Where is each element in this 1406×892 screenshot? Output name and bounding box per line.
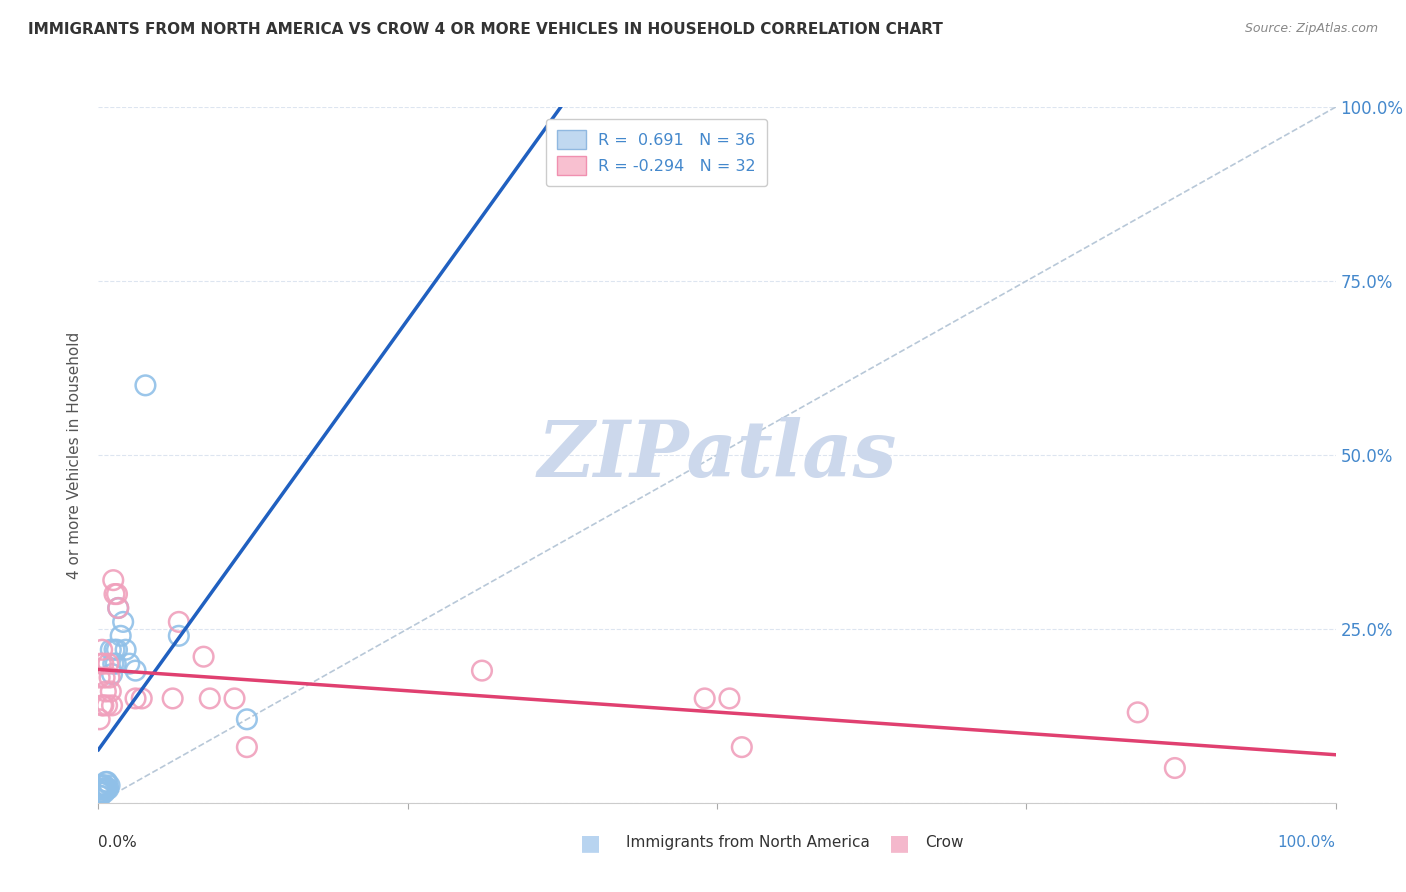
Point [107,601,129,615]
Text: ZIPatlas: ZIPatlas [537,417,897,493]
Point [103,587,125,601]
Point [89,781,111,796]
Point [94,684,117,698]
Point [718,691,741,706]
Legend: R =  0.691   N = 36, R = -0.294   N = 32: R = 0.691 N = 36, R = -0.294 N = 32 [546,119,768,186]
Point [693,691,716,706]
Point [107,601,129,615]
Point [101,698,124,713]
Text: Source: ZipAtlas.com: Source: ZipAtlas.com [1244,22,1378,36]
Point [112,615,135,629]
Point [90,785,112,799]
Point [224,691,246,706]
Point [96,781,118,796]
Point [97,781,120,796]
Point [103,657,125,671]
Point [1164,761,1187,775]
Point [131,691,153,706]
Point [124,691,146,706]
Point [94,781,117,796]
Point [198,691,221,706]
Point [93,698,115,713]
Point [94,775,117,789]
Text: Crow: Crow [925,836,963,850]
Text: ■: ■ [890,833,910,853]
Point [91,698,114,713]
Point [91,778,114,792]
Point [89,785,111,799]
Point [103,642,125,657]
Point [731,740,754,755]
Point [193,649,215,664]
Point [105,642,128,657]
Point [89,712,111,726]
Point [104,657,127,671]
Point [103,573,125,587]
Point [110,629,132,643]
Point [118,657,141,671]
Point [90,778,112,792]
Point [124,664,146,678]
Point [89,671,111,685]
Point [90,781,112,796]
Point [167,629,190,643]
Point [93,778,115,792]
Point [90,789,112,803]
Point [101,667,124,681]
Point [93,781,115,796]
Point [93,657,115,671]
Point [89,789,111,803]
Point [98,778,121,792]
Point [98,671,121,685]
Text: IMMIGRANTS FROM NORTH AMERICA VS CROW 4 OR MORE VEHICLES IN HOUSEHOLD CORRELATIO: IMMIGRANTS FROM NORTH AMERICA VS CROW 4 … [28,22,943,37]
Point [134,378,156,392]
Point [236,740,259,755]
Point [96,775,118,789]
Point [91,642,114,657]
Point [93,785,115,799]
Text: 100.0%: 100.0% [1278,836,1336,850]
Point [90,657,112,671]
Text: Immigrants from North America: Immigrants from North America [626,836,869,850]
Point [167,615,190,629]
Point [162,691,184,706]
Point [105,587,128,601]
Point [100,642,122,657]
Text: 0.0%: 0.0% [98,836,138,850]
Point [100,684,122,698]
Point [93,671,115,685]
Point [97,657,120,671]
Y-axis label: 4 or more Vehicles in Household: 4 or more Vehicles in Household [67,331,83,579]
Point [91,781,114,796]
Point [96,698,118,713]
Point [91,785,114,799]
Point [114,642,136,657]
Point [93,781,115,796]
Point [93,778,115,792]
Point [471,664,494,678]
Point [1126,706,1149,720]
Text: ■: ■ [581,833,600,853]
Point [236,712,259,726]
